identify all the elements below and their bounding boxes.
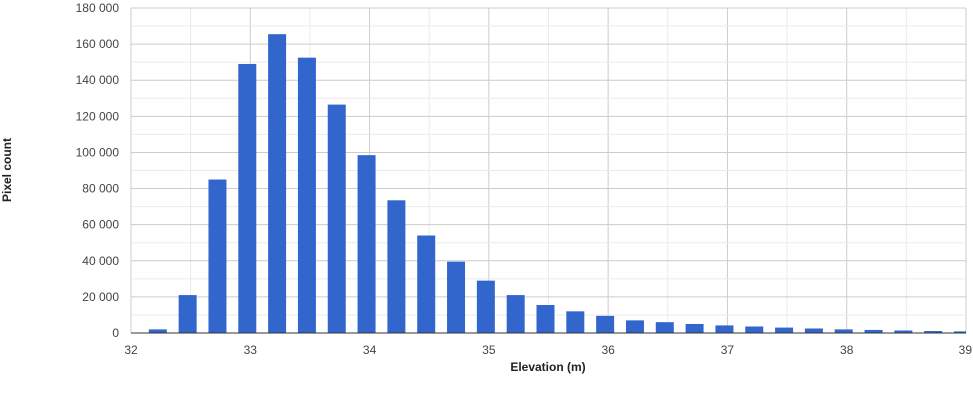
- bar: [685, 323, 704, 333]
- bar: [566, 311, 585, 333]
- x-tick-label: 34: [363, 343, 377, 357]
- y-tick-label: 0: [112, 326, 119, 340]
- bar: [327, 104, 346, 333]
- bar: [715, 325, 734, 333]
- y-axis-title: Pixel count: [0, 138, 14, 202]
- bar: [954, 331, 966, 333]
- y-tick-label: 60 000: [82, 218, 119, 232]
- bar: [864, 329, 883, 333]
- bar: [178, 295, 197, 333]
- x-tick-label: 37: [721, 343, 735, 357]
- bar: [745, 326, 764, 333]
- x-tick-label: 32: [124, 343, 138, 357]
- bar: [924, 331, 943, 333]
- x-axis-title: Elevation (m): [510, 360, 585, 374]
- bar: [268, 34, 287, 334]
- y-tick-labels: 0 20 000 40 000 60 000 80 000 100 000 120 000 1…: [76, 1, 120, 340]
- y-tick-label: 120 000: [76, 109, 120, 123]
- bar: [655, 322, 674, 333]
- bar: [804, 328, 823, 333]
- y-tick-label: 40 000: [82, 254, 119, 268]
- bars: [148, 34, 966, 334]
- bar: [894, 330, 913, 333]
- bar: [506, 295, 525, 333]
- bar: [447, 261, 466, 333]
- bar: [148, 329, 167, 333]
- bar: [238, 63, 257, 333]
- x-tick-label: 35: [482, 343, 496, 357]
- x-tick-label: 36: [601, 343, 615, 357]
- bar: [775, 327, 794, 333]
- y-tick-label: 20 000: [82, 290, 119, 304]
- y-tick-label: 140 000: [76, 73, 120, 87]
- bar: [357, 155, 376, 333]
- x-tick-label: 33: [244, 343, 258, 357]
- y-tick-label: 180 000: [76, 1, 120, 15]
- gridlines: [130, 7, 967, 334]
- bar: [536, 305, 555, 333]
- x-tick-label: 39: [959, 343, 973, 357]
- bar: [297, 57, 316, 334]
- bar: [596, 315, 615, 333]
- y-tick-label: 160 000: [76, 37, 120, 51]
- bar: [208, 179, 227, 333]
- y-tick-label: 80 000: [82, 182, 119, 196]
- x-tick-labels: 32 33 34 35 36 37 38 39: [124, 343, 972, 357]
- bar: [476, 280, 495, 333]
- bar: [387, 200, 406, 333]
- bar: [834, 329, 853, 333]
- bar: [417, 235, 436, 333]
- y-tick-label: 100 000: [76, 145, 120, 159]
- bar: [625, 320, 644, 333]
- x-tick-label: 38: [840, 343, 854, 357]
